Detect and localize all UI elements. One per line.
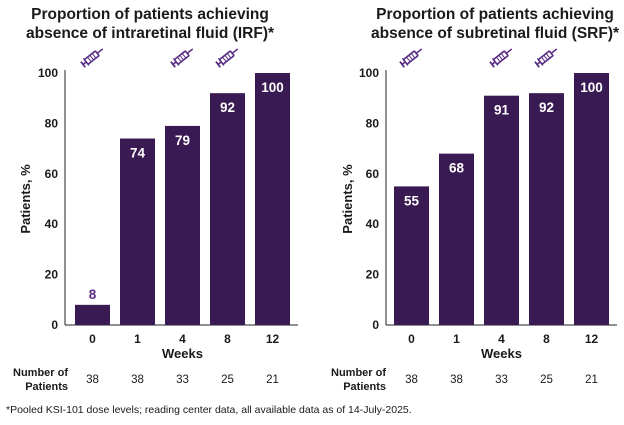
- bar: [165, 125, 200, 325]
- patients-row-label: Patients: [343, 381, 386, 393]
- x-tick-label: 0: [89, 332, 96, 346]
- y-tick-label: 80: [366, 116, 380, 130]
- patients-count: 38: [405, 374, 418, 386]
- chart-1: Proportion of patients achieving absence …: [13, 6, 298, 393]
- patients-count: 38: [450, 374, 463, 386]
- data-label: 100: [261, 80, 284, 95]
- x-axis-label: Weeks: [481, 346, 522, 361]
- y-tick-label: 20: [366, 268, 380, 282]
- y-tick-label: 80: [45, 116, 59, 130]
- patients-count: 25: [540, 374, 553, 386]
- footnote: *Pooled KSI-101 dose levels; reading cen…: [6, 404, 412, 416]
- patients-count: 38: [86, 374, 99, 386]
- data-label: 74: [130, 146, 146, 161]
- bar: [484, 95, 519, 326]
- patients-count: 25: [221, 374, 234, 386]
- patients-row-label: Number of: [331, 367, 386, 379]
- y-tick-label: 100: [359, 66, 379, 80]
- patients-count: 21: [585, 374, 598, 386]
- chart-title-line: Proportion of patients achieving: [31, 6, 269, 23]
- data-label: 91: [494, 103, 510, 118]
- patients-row-label: Patients: [25, 381, 68, 393]
- x-tick-label: 1: [134, 332, 141, 346]
- bar: [574, 73, 609, 325]
- x-tick-label: 8: [224, 332, 231, 346]
- x-tick-label: 0: [408, 332, 415, 346]
- data-label: 100: [580, 80, 603, 95]
- y-axis-label: Patients, %: [340, 164, 355, 234]
- y-tick-label: 60: [366, 167, 380, 181]
- data-label: 79: [175, 133, 190, 148]
- y-tick-label: 40: [45, 217, 59, 231]
- y-tick-label: 20: [45, 268, 59, 282]
- x-tick-label: 12: [585, 332, 599, 346]
- x-tick-label: 4: [498, 332, 505, 346]
- bar: [529, 93, 564, 325]
- data-label: 68: [449, 161, 465, 176]
- data-label: 55: [404, 193, 420, 208]
- chart-title-line: absence of intraretinal fluid (IRF)*: [26, 25, 275, 42]
- y-tick-label: 100: [38, 66, 58, 80]
- bar: [75, 304, 110, 325]
- bar: [394, 186, 429, 325]
- x-tick-label: 4: [179, 332, 186, 346]
- data-label: 92: [220, 100, 235, 115]
- chart-2: Proportion of patients achieving absence …: [331, 6, 620, 393]
- bar: [439, 153, 474, 325]
- y-tick-label: 0: [372, 318, 379, 332]
- x-axis-label: Weeks: [162, 346, 203, 361]
- patients-count: 38: [131, 374, 144, 386]
- y-tick-label: 0: [51, 318, 58, 332]
- syringe-icon: [398, 44, 426, 69]
- x-tick-label: 12: [266, 332, 280, 346]
- x-tick-label: 1: [453, 332, 460, 346]
- syringe-icon: [533, 44, 561, 69]
- y-axis-label: Patients, %: [18, 164, 33, 234]
- patients-count: 33: [495, 374, 508, 386]
- syringe-icon: [488, 44, 516, 69]
- patients-row-label: Number of: [13, 367, 68, 379]
- syringe-icon: [214, 44, 242, 69]
- data-label: 8: [89, 287, 97, 302]
- x-tick-label: 8: [543, 332, 550, 346]
- syringe-icon: [169, 44, 197, 69]
- chart-title-line: absence of subretinal fluid (SRF)*: [371, 25, 620, 42]
- patients-count: 33: [176, 374, 189, 386]
- bar: [255, 73, 290, 325]
- y-tick-label: 60: [45, 167, 59, 181]
- patients-count: 21: [266, 374, 279, 386]
- bar: [210, 93, 245, 325]
- data-label: 92: [539, 100, 554, 115]
- bar: [120, 138, 155, 325]
- syringe-icon: [79, 44, 107, 69]
- y-tick-label: 40: [366, 217, 380, 231]
- chart-title-line: Proportion of patients achieving: [376, 6, 614, 23]
